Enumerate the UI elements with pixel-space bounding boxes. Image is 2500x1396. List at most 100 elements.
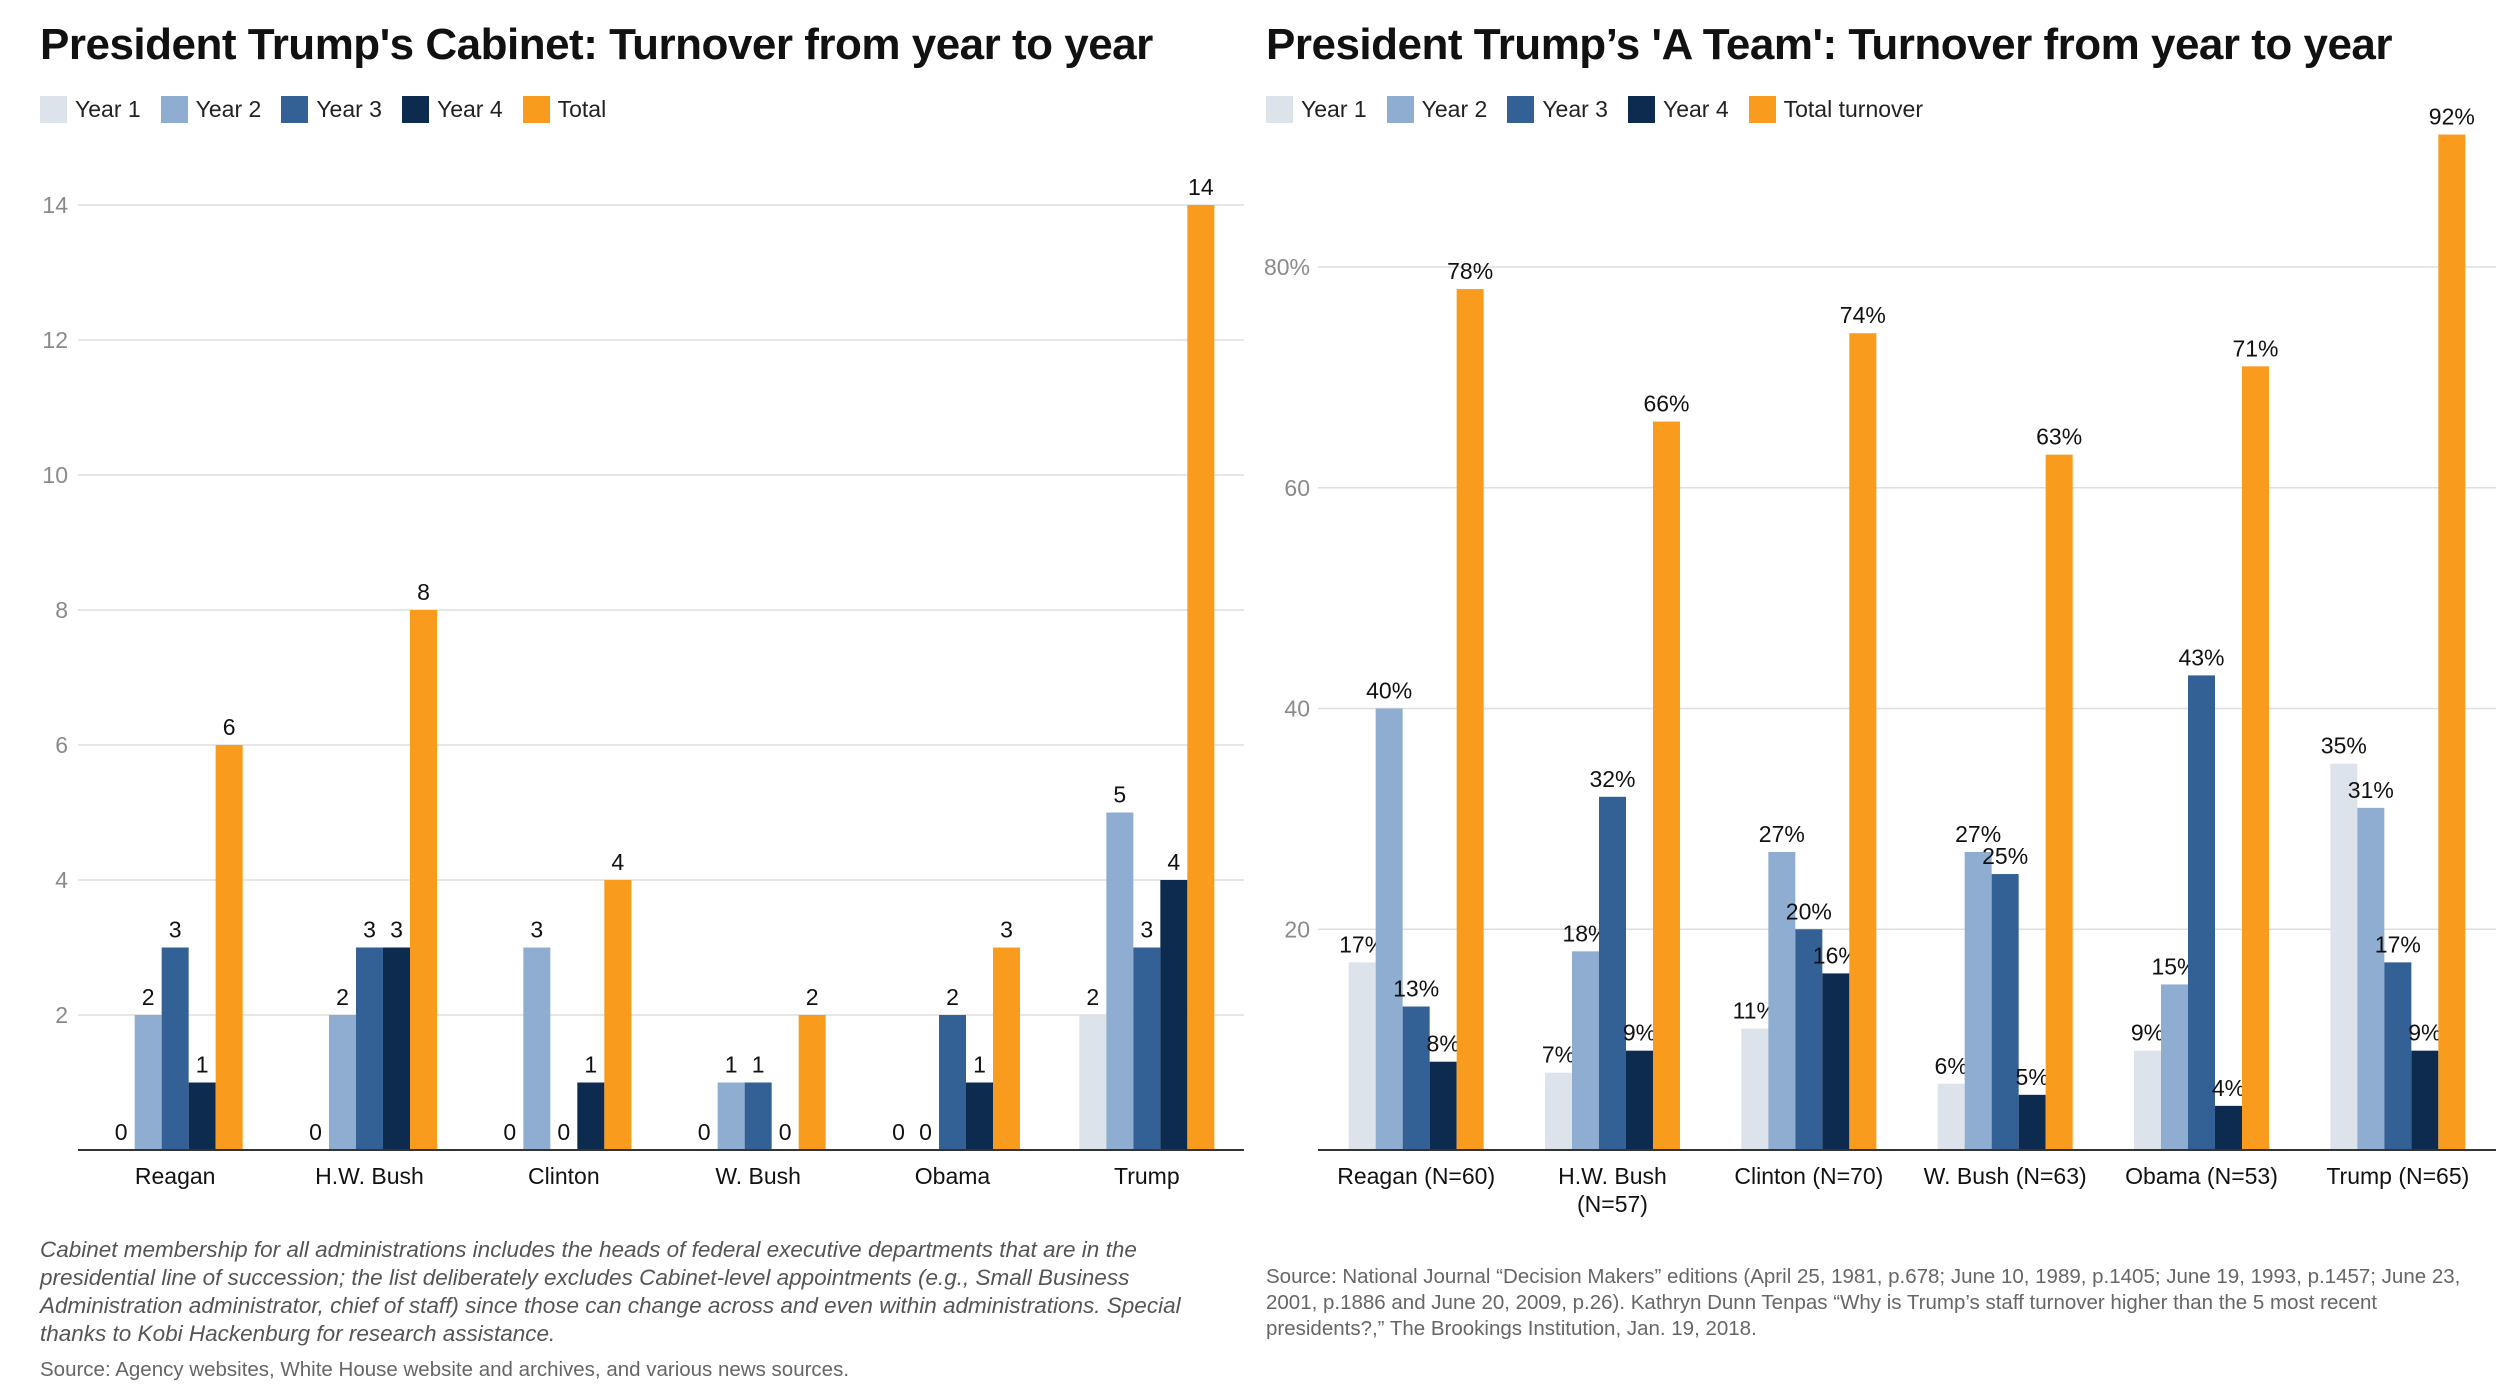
data-label: 35%: [2321, 733, 2367, 759]
legend-label: Year 3: [316, 96, 382, 122]
bar: [2330, 763, 2358, 1150]
bar: [1991, 874, 2019, 1150]
bar: [1572, 951, 1599, 1150]
bar: [329, 1015, 356, 1150]
data-label: 3: [169, 917, 182, 943]
data-label: 8: [417, 579, 430, 605]
y-tick-label: 8: [55, 597, 68, 623]
data-label: 3: [1000, 917, 1013, 943]
bar: [2357, 807, 2385, 1150]
legend-item-year1: Year 1: [1266, 96, 1367, 123]
y-tick-label: 80%: [1264, 254, 1310, 280]
data-label: 4: [1167, 849, 1180, 875]
bar: [1849, 333, 1877, 1151]
data-label: 3: [390, 917, 403, 943]
data-label: 71%: [2232, 335, 2278, 361]
data-label: 6%: [1935, 1053, 1968, 1079]
bar: [2161, 984, 2188, 1150]
bar: [134, 1015, 162, 1150]
data-label: 27%: [1955, 821, 2001, 847]
chart-title: President Trump’s 'A Team': Turnover fro…: [1266, 20, 2393, 69]
bar: [161, 947, 189, 1150]
x-category-label: Clinton: [528, 1163, 600, 1189]
data-label: 0: [503, 1119, 516, 1145]
bar: [1187, 205, 1215, 1150]
bar: [1768, 851, 1796, 1150]
y-tick-label: 2: [55, 1002, 68, 1028]
bar: [356, 947, 383, 1150]
bar: [2411, 1050, 2439, 1150]
bar: [523, 947, 551, 1150]
legend-label: Total turnover: [1783, 96, 1923, 122]
legend-swatch: [281, 96, 309, 123]
cabinet-chart-panel: President Trump's Cabinet: Turnover from…: [40, 20, 1244, 1381]
legend-item-year1: Year 1: [40, 96, 141, 123]
legend-swatch: [1748, 96, 1776, 123]
data-label: 3: [1140, 917, 1153, 943]
bar: [1079, 1015, 1107, 1150]
bar: [1626, 1050, 1653, 1150]
data-label: 9%: [1623, 1020, 1656, 1046]
bar: [410, 610, 437, 1150]
data-label: 4: [611, 849, 624, 875]
data-label: 0: [919, 1119, 932, 1145]
legend-swatch: [40, 96, 67, 123]
data-label: 14: [1188, 174, 1214, 200]
legend-swatch: [401, 96, 429, 123]
legend-item-year2: Year 2: [1386, 96, 1487, 123]
x-category-label: Obama (N=53): [2125, 1163, 2278, 1189]
y-tick-label: 10: [42, 462, 68, 488]
data-label: 2: [336, 984, 349, 1010]
data-label: 1: [196, 1052, 209, 1078]
data-label: 63%: [2036, 424, 2082, 450]
bar: [1402, 1006, 1430, 1150]
data-label: 1: [725, 1052, 738, 1078]
data-label: 74%: [1840, 302, 1886, 328]
data-label: 9%: [2408, 1020, 2441, 1046]
data-label: 0: [309, 1119, 322, 1145]
data-label: 2: [142, 984, 155, 1010]
x-category-label: W. Bush: [715, 1163, 801, 1189]
x-category-label: Reagan (N=60): [1337, 1163, 1495, 1189]
data-label: 5: [1113, 782, 1126, 808]
bar: [1133, 947, 1161, 1150]
bar: [1741, 1028, 1769, 1150]
data-label: 0: [892, 1119, 905, 1145]
legend-item-total: Total: [522, 96, 606, 123]
data-label: 8%: [1427, 1031, 1460, 1057]
chart-legend: Year 1 Year 2 Year 3 Year 4 Total: [40, 96, 626, 123]
data-label: 20%: [1786, 898, 1832, 924]
data-label: 2: [806, 984, 819, 1010]
data-label: 66%: [1643, 391, 1689, 417]
x-category-label: Trump: [1114, 1163, 1180, 1189]
bar: [1937, 1083, 1965, 1150]
chart-note: Cabinet membership for all administratio…: [40, 1237, 1181, 1346]
bar: [1653, 421, 1680, 1150]
data-label: 0: [557, 1119, 570, 1145]
data-label: 9%: [2131, 1020, 2164, 1046]
data-label: 2: [946, 984, 959, 1010]
bar: [1545, 1072, 1572, 1150]
legend-label: Year 2: [195, 96, 262, 122]
data-label: 0: [698, 1119, 711, 1145]
bar: [717, 1082, 745, 1150]
bar: [744, 1082, 772, 1150]
chart-source: Source: Agency websites, White House web…: [40, 1358, 850, 1381]
chart-legend: Year 1 Year 2 Year 3 Year 4 Total turnov…: [1266, 96, 1943, 123]
data-label: 1: [584, 1052, 597, 1078]
bar: [1348, 962, 1376, 1150]
bar: [1375, 708, 1403, 1150]
data-label: 17%: [2375, 931, 2421, 957]
legend-item-year4: Year 4: [401, 96, 503, 123]
x-category-label: Obama: [915, 1163, 991, 1189]
legend-swatch: [1386, 96, 1414, 123]
legend-item-year3: Year 3: [281, 96, 382, 123]
bar: [1160, 880, 1188, 1150]
legend-swatch: [1627, 96, 1655, 123]
bar: [2188, 675, 2215, 1150]
data-label: 0: [115, 1119, 128, 1145]
bar: [2438, 134, 2466, 1151]
